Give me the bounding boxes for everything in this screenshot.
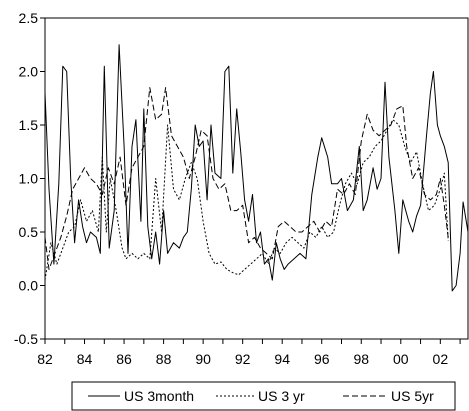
y-tick-label: -0.5: [14, 331, 38, 347]
x-tick-label: 02: [433, 351, 449, 367]
x-tick-label: 84: [77, 351, 93, 367]
series-line-us-3-yr: [44, 119, 449, 281]
series-line-us-5yr: [44, 87, 449, 270]
x-tick-label: 96: [314, 351, 330, 367]
legend-label-us-3yr: US 3 yr: [258, 388, 305, 404]
series-line-us-3month: [44, 44, 469, 292]
y-tick-label: 1.0: [19, 171, 39, 187]
x-tick-label: 94: [274, 351, 290, 367]
plot-frame: [44, 17, 469, 340]
series-layer: [44, 44, 469, 292]
y-tick-label: 1.5: [19, 117, 39, 133]
y-tick-label: 0.5: [19, 224, 39, 240]
y-tick-label: 2.0: [19, 64, 39, 80]
y-axis: -0.5 0.0 0.5 1.0 1.5 2.0 2.5: [14, 10, 45, 347]
legend-label-us-3month: US 3month: [124, 388, 194, 404]
x-axis: 82 84 86 88 90 92 94 96 98 00 02: [37, 339, 461, 367]
x-tick-label: 86: [116, 351, 132, 367]
x-tick-label: 90: [195, 351, 211, 367]
x-tick-label: 98: [353, 351, 369, 367]
legend-box: [71, 381, 456, 411]
y-tick-label: 0.0: [19, 278, 39, 294]
x-tick-label: 88: [156, 351, 172, 367]
legend-label-us-5yr: US 5yr: [391, 388, 434, 404]
x-tick-label: 00: [393, 351, 409, 367]
legend: US 3month US 3 yr US 5yr: [71, 381, 456, 411]
x-tick-label: 82: [37, 351, 53, 367]
y-tick-label: 2.5: [19, 10, 39, 26]
x-tick-label: 92: [235, 351, 251, 367]
